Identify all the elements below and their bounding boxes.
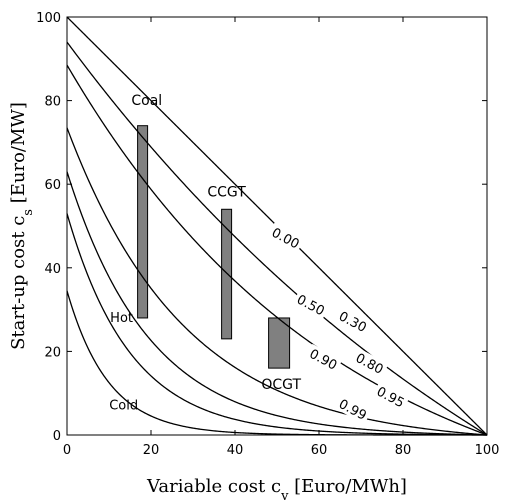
range-label-ccgt: CCGT (207, 185, 246, 201)
x-tick-label: 0 (63, 443, 71, 458)
y-axis-title: Start-up cost cs [Euro/MW] (8, 102, 36, 350)
curve-label-0.95: 0.95 (374, 384, 407, 411)
curve-0.90 (66, 171, 488, 436)
y-tick-label: 80 (44, 95, 61, 110)
y-tick-label: 20 (44, 345, 61, 360)
curve-label-bg (351, 348, 389, 379)
plot-frame (66, 16, 488, 436)
x-tick-label: 100 (475, 443, 500, 458)
y-axis-title-unit: [Euro/MW] (8, 102, 29, 209)
curve-0.30 (66, 41, 488, 436)
x-tick-label: 20 (143, 443, 160, 458)
annotation-cold: Cold (109, 399, 138, 414)
x-axis-title: Variable cost cv [Euro/MWh] (146, 476, 407, 503)
y-tick-label: 0 (53, 429, 61, 444)
range-label-coal: Coal (131, 93, 162, 109)
curve-label-0.00: 0.00 (269, 226, 302, 253)
curve-label-bg (334, 306, 372, 337)
curve-0.80 (66, 127, 488, 436)
x-tick-label: 40 (227, 443, 244, 458)
curve-label-bg (334, 393, 372, 425)
x-axis-title-sub: v (280, 489, 289, 503)
y-tick-label: 40 (44, 262, 61, 277)
range-label-ocgt: OCGT (261, 377, 301, 393)
curve-label-0.90: 0.90 (307, 347, 340, 374)
curve-label-bg (292, 289, 330, 320)
annotation-hot: Hot (110, 311, 133, 326)
x-tick-label: 80 (395, 443, 412, 458)
y-tick-label: 100 (36, 11, 61, 26)
x-axis-title-unit: [Euro/MWh] (288, 476, 407, 497)
y-axis-title-sub: s (21, 209, 36, 216)
x-axis-title-main: Variable cost c (146, 476, 281, 497)
y-axis-title-main: Start-up cost c (8, 216, 29, 350)
range-bar-coal (137, 125, 149, 319)
range-bars (137, 125, 291, 369)
range-bar-ocgt (268, 317, 291, 369)
y-tick-label: 60 (44, 178, 61, 193)
curve-label-bg (304, 343, 343, 374)
curve-label-bg (372, 381, 410, 412)
chart-annotations: 0 20 40 60 80 100 0 20 40 60 80 100 Coal CCGT OCGT Hot C… (36, 11, 499, 458)
curve-0.50 (66, 64, 488, 436)
x-tick-label: 60 (311, 443, 328, 458)
range-bar-ccgt (221, 208, 233, 340)
curve-label-bg (267, 222, 305, 253)
